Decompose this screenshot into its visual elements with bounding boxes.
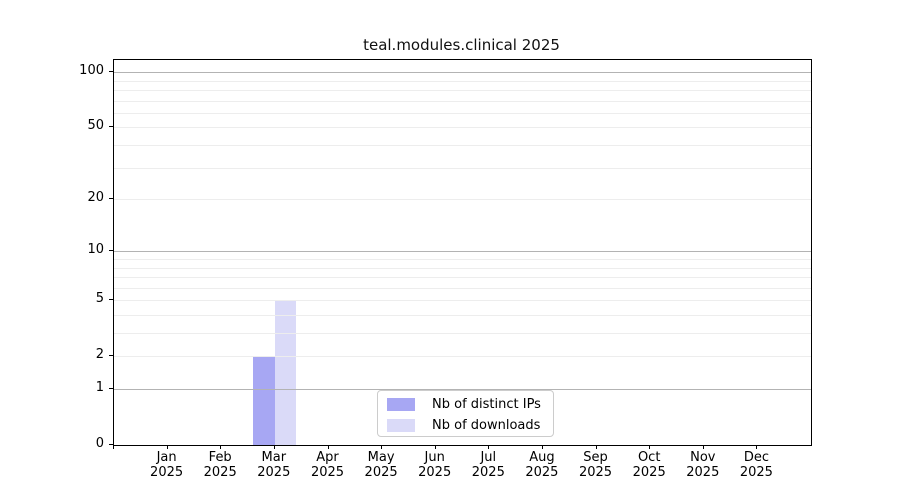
x-tick-label: Jul 2025 xyxy=(471,450,505,480)
y-tick xyxy=(109,71,113,73)
minor-gridline xyxy=(114,356,811,358)
bar-mar-s1 xyxy=(274,300,297,445)
x-tick-corner xyxy=(113,445,114,449)
x-tick-label: Oct 2025 xyxy=(632,450,666,480)
y-tick-label: 10 xyxy=(87,242,104,258)
minor-gridline xyxy=(114,259,811,260)
x-tick-label: Jan 2025 xyxy=(150,450,184,480)
minor-gridline xyxy=(114,80,811,82)
grid-layer xyxy=(114,60,811,445)
y-tick-label: 5 xyxy=(95,291,104,307)
major-gridline xyxy=(114,72,811,74)
x-tick-label: Mar 2025 xyxy=(257,450,291,480)
minor-gridline xyxy=(114,315,811,316)
y-tick xyxy=(109,299,113,301)
x-tick xyxy=(381,445,383,449)
bar-mar-s0 xyxy=(253,356,275,445)
minor-gridline xyxy=(114,127,811,129)
y-tick xyxy=(109,250,113,252)
legend: Nb of distinct IPs Nb of downloads xyxy=(377,390,554,437)
legend-label-downloads: Nb of downloads xyxy=(432,418,541,433)
x-tick xyxy=(756,445,758,449)
x-tick xyxy=(220,445,222,449)
y-tick-label: 50 xyxy=(87,118,104,134)
y-tick-label: 1 xyxy=(95,380,104,395)
x-tick xyxy=(541,445,543,449)
x-tick-label: Dec 2025 xyxy=(739,450,773,480)
x-tick-label: Nov 2025 xyxy=(686,450,720,480)
legend-swatch-downloads xyxy=(387,419,415,432)
minor-gridline xyxy=(114,145,811,146)
minor-gridline xyxy=(114,277,811,278)
x-tick xyxy=(649,445,651,449)
legend-item-distinct-ips: Nb of distinct IPs xyxy=(387,395,553,414)
minor-gridline xyxy=(114,300,811,302)
x-tick xyxy=(434,445,436,449)
x-tick-label: Jun 2025 xyxy=(418,450,452,480)
minor-gridline xyxy=(114,333,811,334)
y-tick xyxy=(109,388,113,389)
x-tick xyxy=(488,445,490,449)
x-tick-label: Feb 2025 xyxy=(203,450,237,480)
y-tick-label: 2 xyxy=(95,347,104,363)
chart-title: teal.modules.clinical 2025 xyxy=(363,36,560,54)
major-gridline xyxy=(114,251,811,253)
y-tick xyxy=(109,444,113,445)
plot-area xyxy=(113,59,812,446)
x-tick-label: Sep 2025 xyxy=(578,450,613,480)
x-tick xyxy=(166,445,168,449)
minor-gridline xyxy=(114,100,811,102)
minor-gridline xyxy=(114,113,811,114)
legend-swatch-distinct-ips xyxy=(387,398,415,411)
minor-gridline xyxy=(114,167,811,169)
x-tick-label: Aug 2025 xyxy=(525,450,559,480)
minor-gridline xyxy=(114,267,811,269)
y-tick-label: 20 xyxy=(87,190,104,206)
minor-gridline xyxy=(114,199,811,201)
major-gridline xyxy=(114,389,811,390)
x-tick xyxy=(327,445,329,449)
x-tick xyxy=(595,445,597,449)
x-tick xyxy=(702,445,704,449)
legend-label-distinct-ips: Nb of distinct IPs xyxy=(432,397,541,412)
minor-gridline xyxy=(114,90,811,91)
bars-layer xyxy=(114,60,811,445)
y-tick xyxy=(109,126,113,128)
x-tick-label: Apr 2025 xyxy=(310,450,345,480)
legend-item-downloads: Nb of downloads xyxy=(387,416,553,435)
y-tick-label: 100 xyxy=(79,63,104,79)
y-tick xyxy=(109,355,113,357)
minor-gridline xyxy=(114,287,811,289)
x-tick-label: May 2025 xyxy=(364,450,398,480)
y-tick-label: 0 xyxy=(95,436,104,451)
x-tick xyxy=(273,445,275,449)
y-tick xyxy=(109,198,113,200)
